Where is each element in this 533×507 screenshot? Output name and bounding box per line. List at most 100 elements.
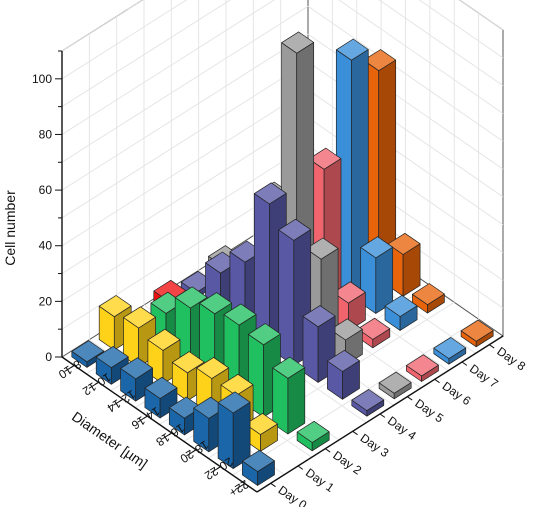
bar-top-face bbox=[217, 391, 251, 414]
chart-axes bbox=[55, 50, 504, 493]
bar-top-face bbox=[308, 147, 342, 170]
y-tick bbox=[489, 344, 495, 349]
x-tick bbox=[161, 432, 172, 440]
x-axis-line bbox=[61, 356, 258, 493]
bar bbox=[327, 349, 360, 400]
bar-top-face bbox=[305, 237, 339, 260]
bar-side-face bbox=[287, 367, 306, 435]
bar bbox=[412, 283, 445, 314]
bar bbox=[123, 306, 156, 368]
bar-top-face bbox=[335, 38, 369, 61]
bar bbox=[406, 354, 439, 382]
gridline-z-left bbox=[61, 117, 309, 274]
x-tick bbox=[234, 483, 246, 491]
y-tick bbox=[379, 413, 386, 418]
bar-top-face bbox=[98, 295, 132, 318]
bar bbox=[296, 420, 330, 452]
bar-top-face bbox=[123, 306, 156, 329]
y-tick-label: Day 3 bbox=[358, 431, 392, 461]
y-tick-label: Day 4 bbox=[385, 413, 419, 443]
bar-top-face bbox=[144, 376, 178, 399]
bar-top-face bbox=[242, 450, 275, 472]
bar-top-face bbox=[384, 294, 418, 317]
bar bbox=[378, 371, 412, 400]
y-tick bbox=[352, 430, 358, 436]
z-tick-label: 60 bbox=[39, 183, 53, 197]
bar-top-face bbox=[272, 356, 306, 379]
y-tick-label: Day 2 bbox=[330, 448, 364, 478]
z-tick-label: 100 bbox=[32, 72, 52, 86]
x-tick bbox=[88, 381, 99, 389]
chart-bars bbox=[71, 31, 494, 486]
gridline-z-left bbox=[61, 0, 231, 108]
bar-top-face bbox=[171, 351, 205, 374]
bar-front-face bbox=[302, 315, 319, 383]
x-tick-label: 8-10 bbox=[56, 357, 84, 382]
bar-top-face bbox=[174, 286, 208, 309]
y-tick bbox=[297, 465, 304, 470]
bar-top-face bbox=[360, 236, 394, 259]
bar bbox=[71, 340, 105, 368]
gridline-z-left bbox=[61, 0, 144, 52]
x-tick-label: 22+ bbox=[227, 477, 252, 500]
y-tick-label: Day 7 bbox=[467, 361, 501, 391]
gridline-z-right bbox=[458, 0, 504, 31]
gridline-z-left bbox=[61, 61, 309, 219]
bar-top-face bbox=[245, 413, 278, 435]
bar-top-face bbox=[327, 349, 360, 372]
gridline-z-left bbox=[61, 33, 309, 191]
y-tick bbox=[461, 361, 468, 366]
y-tick-label: Day 5 bbox=[412, 396, 446, 426]
gridline-z-left bbox=[61, 0, 188, 80]
bar-top-face bbox=[332, 281, 366, 304]
bar-top-face bbox=[196, 357, 230, 379]
bar-top-face bbox=[363, 49, 397, 72]
x-tick bbox=[64, 365, 75, 372]
y-tick-label: Day 8 bbox=[494, 344, 528, 374]
x-tick bbox=[210, 466, 221, 474]
bar bbox=[144, 376, 178, 419]
x-tick bbox=[137, 415, 148, 423]
bar bbox=[351, 389, 385, 417]
bar-top-face bbox=[412, 283, 445, 306]
bar-top-face bbox=[220, 373, 254, 396]
bar-top-face bbox=[433, 337, 467, 359]
z-axis-title: Cell number bbox=[2, 190, 18, 266]
bar-top-face bbox=[406, 354, 439, 377]
bar-top-face bbox=[147, 328, 181, 351]
bar-top-face bbox=[71, 340, 105, 363]
y-tick-label: Day 0 bbox=[276, 483, 310, 507]
gridline-z-left bbox=[61, 5, 309, 163]
bar bbox=[217, 391, 251, 469]
x-tick bbox=[186, 449, 197, 457]
bar-top-face bbox=[351, 389, 385, 411]
y-tick bbox=[270, 482, 276, 488]
y-tick bbox=[407, 396, 413, 401]
bar bbox=[433, 337, 467, 365]
gridline-floor bbox=[232, 318, 479, 476]
bar-top-face bbox=[378, 371, 412, 394]
y-tick bbox=[434, 378, 440, 384]
bar-top-face bbox=[223, 303, 257, 326]
gridline-z-left bbox=[61, 144, 309, 302]
bar-top-face bbox=[302, 305, 336, 328]
bar-top-face bbox=[281, 31, 315, 54]
gridline-z-left bbox=[61, 0, 275, 135]
z-tick-label: 0 bbox=[45, 350, 52, 364]
bar-top-face bbox=[248, 323, 281, 346]
bar-top-face bbox=[199, 292, 233, 315]
z-tick-label: 80 bbox=[39, 127, 53, 141]
x-tick bbox=[113, 398, 124, 406]
bar bbox=[460, 319, 494, 348]
bar bbox=[242, 450, 275, 486]
gridline-z-left bbox=[61, 89, 309, 247]
bar-top-face bbox=[387, 232, 421, 255]
bar-front-face bbox=[278, 229, 295, 366]
bar bbox=[272, 356, 306, 435]
bar-top-face bbox=[330, 318, 363, 341]
z-tick-label: 40 bbox=[39, 239, 53, 253]
bar-top-face bbox=[278, 218, 312, 241]
y-tick-label: Day 1 bbox=[303, 465, 337, 495]
